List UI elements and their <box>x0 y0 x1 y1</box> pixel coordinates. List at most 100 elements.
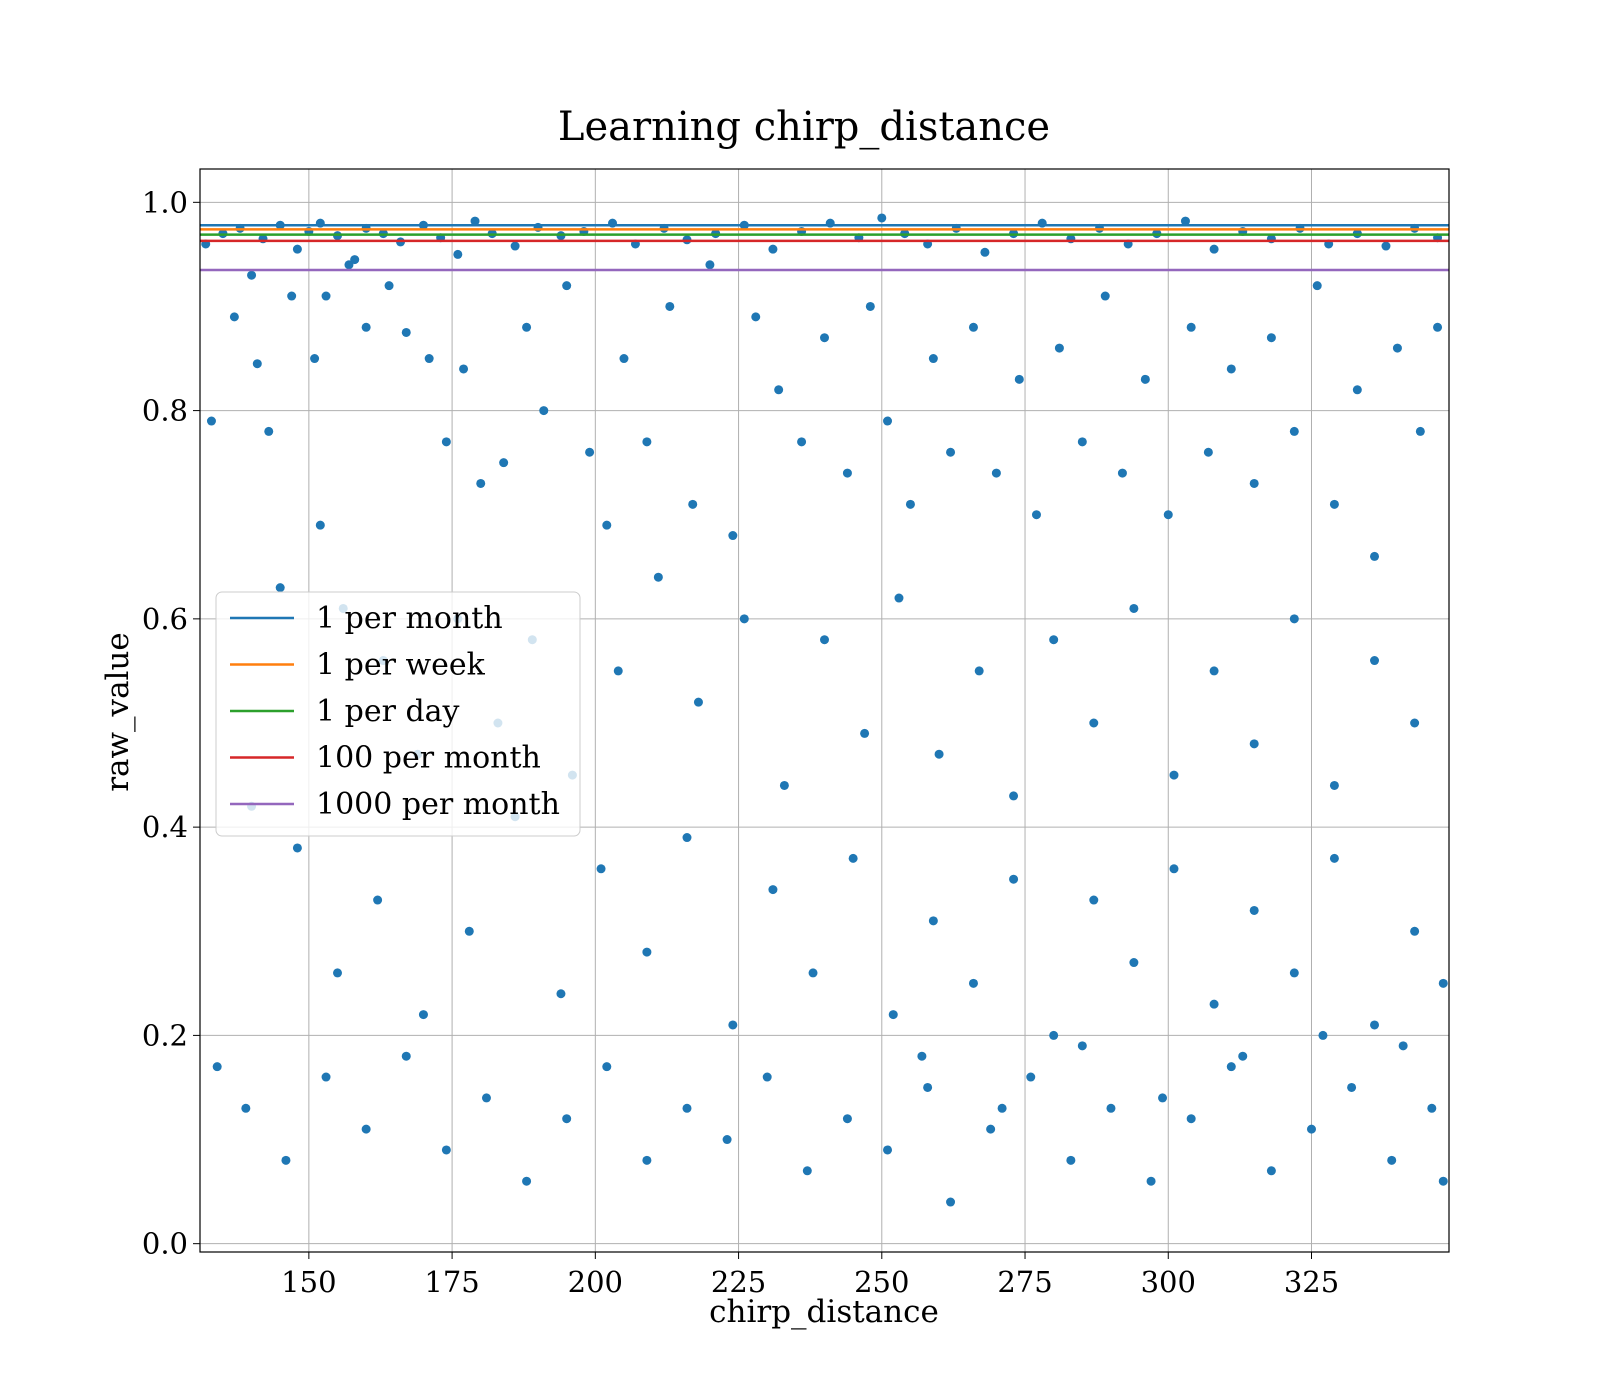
scatter-point <box>1163 510 1173 520</box>
scatter-point <box>556 989 566 999</box>
scatter-point <box>1249 905 1259 915</box>
scatter-point <box>596 864 606 874</box>
scatter-point <box>247 270 257 280</box>
scatter-point <box>1266 1166 1276 1176</box>
scatter-point <box>997 1103 1007 1113</box>
scatter-point <box>499 458 509 468</box>
scatter-point <box>883 416 893 426</box>
scatter-point <box>510 241 520 251</box>
scatter-point <box>401 1051 411 1061</box>
scatter-point <box>860 728 870 738</box>
scatter-point <box>768 244 778 254</box>
scatter-point <box>768 885 778 895</box>
scatter-points <box>201 213 1448 1207</box>
scatter-point <box>1066 1155 1076 1165</box>
scatter-point <box>1203 447 1213 457</box>
scatter-point <box>418 1010 428 1020</box>
x-tick-label: 225 <box>711 1265 766 1299</box>
scatter-point <box>441 1145 451 1155</box>
scatter-point <box>1238 1051 1248 1061</box>
scatter-point <box>361 1124 371 1134</box>
scatter-point <box>1427 1103 1437 1113</box>
scatter-point <box>1009 874 1019 884</box>
scatter-point <box>424 354 434 364</box>
scatter-point <box>682 833 692 843</box>
scatter-point <box>1438 978 1448 988</box>
scatter-point <box>1146 1176 1156 1186</box>
scatter-point <box>888 1010 898 1020</box>
scatter-point <box>333 968 343 978</box>
scatter-point <box>252 359 262 369</box>
scatter-point <box>453 249 463 259</box>
scatter-point <box>1392 343 1402 353</box>
scatter-point <box>1226 1062 1236 1072</box>
legend-label: 1 per day <box>316 694 460 729</box>
x-tick-label: 250 <box>854 1265 909 1299</box>
scatter-point <box>1186 1114 1196 1124</box>
scatter-point <box>1129 958 1139 968</box>
scatter-point <box>1169 770 1179 780</box>
scatter-point <box>1410 926 1420 936</box>
scatter-point <box>968 978 978 988</box>
scatter-point <box>1352 385 1362 395</box>
scatter-point <box>1398 1041 1408 1051</box>
scatter-point <box>241 1103 251 1113</box>
scatter-point <box>264 426 274 436</box>
scatter-point <box>1312 281 1322 291</box>
scatter-point <box>1329 853 1339 863</box>
scatter-point <box>928 354 938 364</box>
threshold-lines <box>200 223 1449 272</box>
scatter-point <box>1329 780 1339 790</box>
scatter-point <box>441 437 451 447</box>
scatter-point <box>705 260 715 270</box>
scatter-point <box>986 1124 996 1134</box>
scatter-point <box>1306 1124 1316 1134</box>
scatter-point <box>802 1166 812 1176</box>
scatter-point <box>1117 468 1127 478</box>
scatter-point <box>974 666 984 676</box>
scatter-point <box>361 322 371 332</box>
scatter-point <box>928 916 938 926</box>
y-tick-label: 0.6 <box>142 602 188 636</box>
y-tick-label: 0.4 <box>142 810 188 844</box>
scatter-point <box>682 1103 692 1113</box>
legend-label: 1 per week <box>316 648 486 683</box>
legend-box <box>215 591 581 837</box>
scatter-point <box>281 1155 291 1165</box>
scatter-point <box>883 1145 893 1155</box>
scatter-point <box>613 666 623 676</box>
scatter-point <box>384 281 394 291</box>
x-tick-label: 275 <box>997 1265 1052 1299</box>
scatter-point <box>934 749 944 759</box>
scatter-point <box>1014 374 1024 384</box>
scatter-point <box>310 354 320 364</box>
scatter-point <box>1249 739 1259 749</box>
scatter-point <box>229 312 239 322</box>
y-tick-label: 0.0 <box>142 1227 188 1261</box>
scatter-point <box>905 499 915 509</box>
scatter-point <box>1140 374 1150 384</box>
scatter-point <box>1249 478 1259 488</box>
scatter-point <box>1266 333 1276 343</box>
y-tick-label: 1.0 <box>142 185 188 219</box>
scatter-point <box>1180 216 1190 226</box>
scatter-point <box>1077 437 1087 447</box>
x-tick-label: 325 <box>1284 1265 1339 1299</box>
chart-title: Learning chirp_distance <box>558 104 1050 150</box>
scatter-point <box>470 216 480 226</box>
scatter-point <box>877 213 887 223</box>
scatter-point <box>287 291 297 301</box>
scatter-point <box>894 593 904 603</box>
scatter-point <box>1415 426 1425 436</box>
scatter-point <box>728 1020 738 1030</box>
scatter-point <box>562 281 572 291</box>
scatter-point <box>739 614 749 624</box>
scatter-point <box>275 583 285 593</box>
scatter-point <box>1129 603 1139 613</box>
scatter-point <box>968 322 978 332</box>
scatter-point <box>1049 635 1059 645</box>
scatter-point <box>539 406 549 416</box>
scatter-point <box>917 1051 927 1061</box>
scatter-point <box>653 572 663 582</box>
